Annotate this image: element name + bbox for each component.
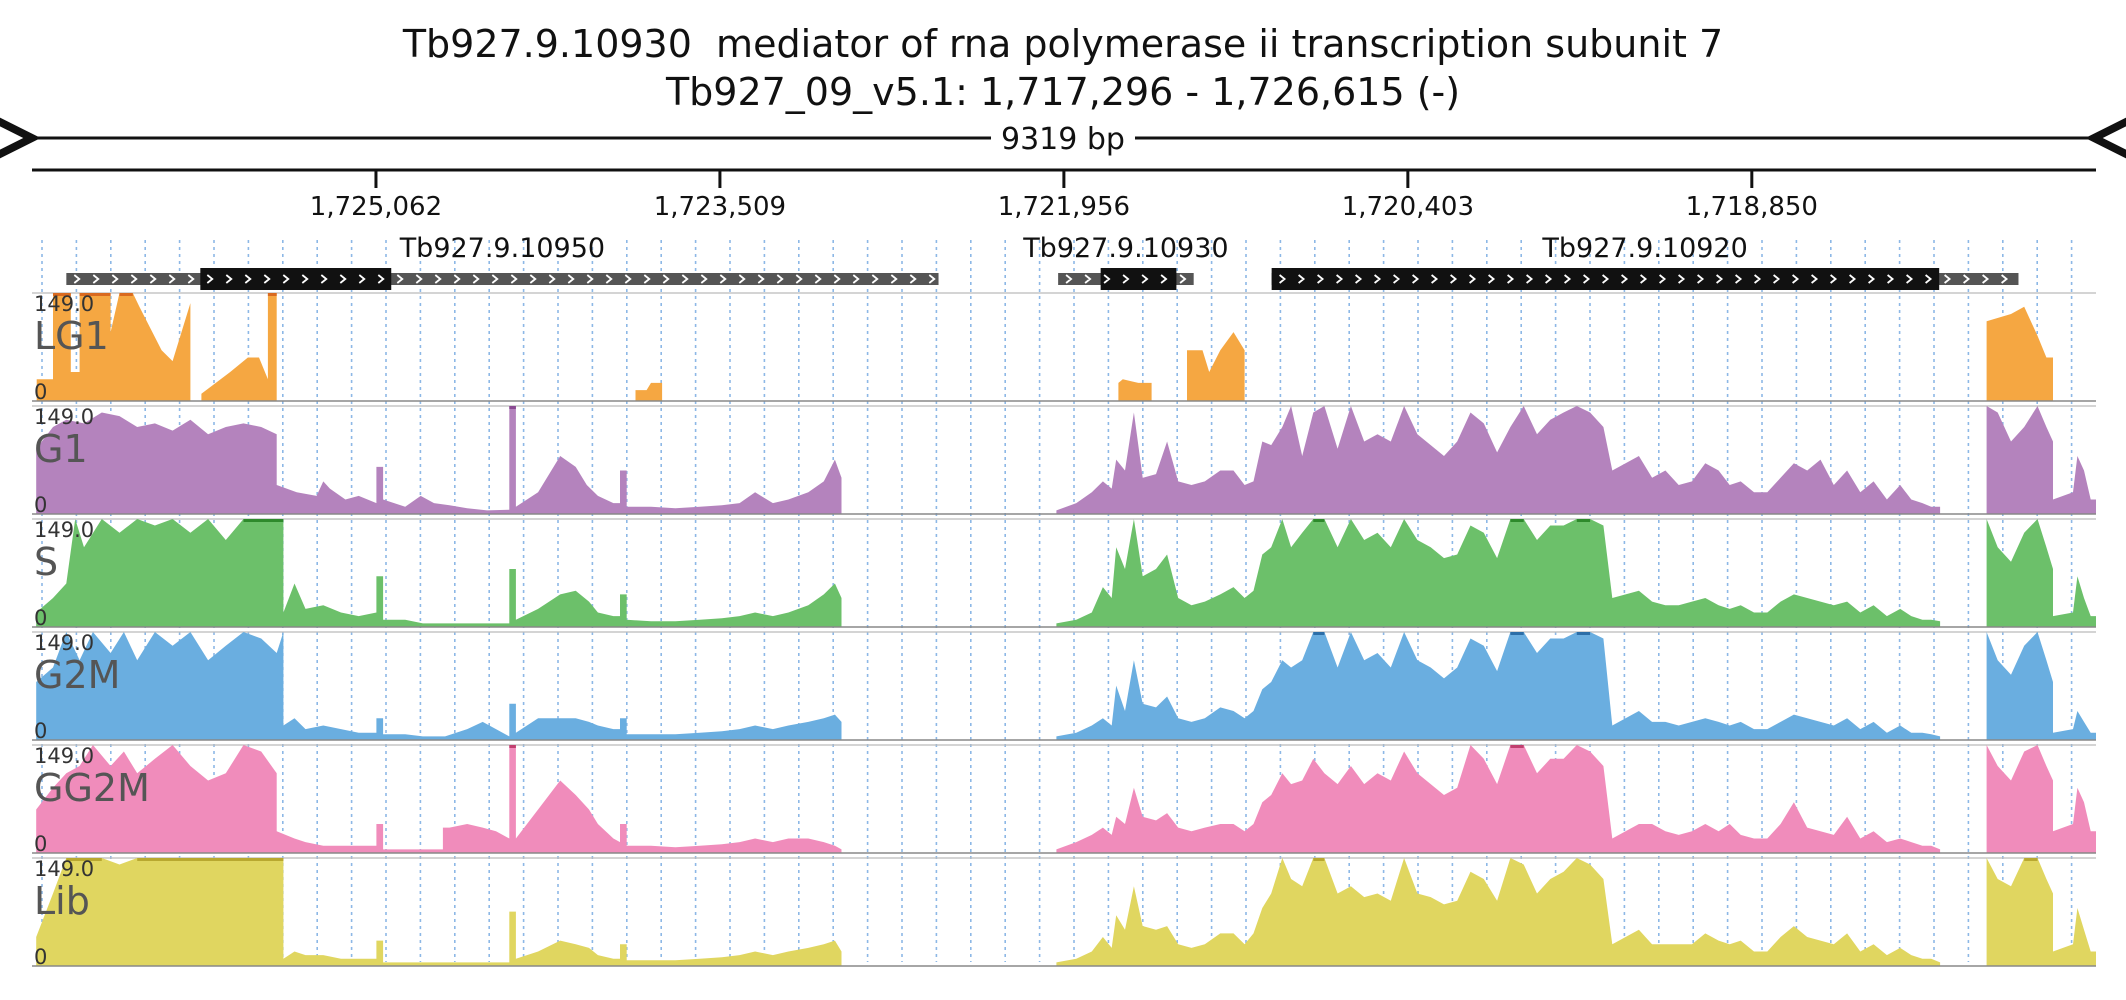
track-g1: 149.0 0 G1	[32, 405, 2096, 517]
gene-Tb927-9-10930: Tb927.9.10930	[1022, 233, 1229, 290]
coverage-area-lib	[32, 858, 2096, 966]
track-ymin-label: 0	[34, 493, 47, 517]
coverage-area-g2m	[32, 632, 2096, 740]
x-axis-ticks: 1,725,062 1,723,509 1,721,956 1,720,403 1,71…	[310, 170, 1818, 222]
gene-label: Tb927.9.10950	[399, 233, 605, 264]
gene-Tb927-9-10950: Tb927.9.10950	[66, 233, 939, 290]
track-name-label: G2M	[34, 653, 120, 697]
track-ymax-label: 149.0	[34, 292, 94, 316]
x-tick-label: 1,723,509	[654, 192, 786, 222]
track-ymin-label: 0	[34, 719, 47, 743]
strand-chevrons	[1279, 274, 2009, 284]
track-ymax-label: 149.0	[34, 405, 94, 429]
coverage-tracks: 149.00LG1149.00G1149.00S149.00G2M149.00G…	[32, 292, 2096, 969]
track-lg1: 149.0 0 LG1	[32, 292, 2096, 404]
track-name-label: GG2M	[34, 766, 150, 810]
track-name-label: G1	[34, 427, 88, 471]
coverage-area-s	[32, 519, 2096, 627]
gene-utr-bar	[66, 273, 939, 285]
chart-title: Tb927.9.10930 mediator of rna polymerase…	[402, 22, 1724, 66]
strand-chevrons	[73, 274, 936, 284]
coverage-area-lg1	[32, 293, 2096, 401]
gene-label: Tb927.9.10920	[1541, 233, 1747, 264]
track-s: 149.0 0 S	[32, 518, 2096, 630]
track-ymin-label: 0	[34, 945, 47, 969]
track-ymax-label: 149.0	[34, 857, 94, 881]
span-label: 9319 bp	[1001, 122, 1125, 157]
span-label-bg	[991, 120, 1135, 156]
track-name-label: LG1	[34, 314, 109, 358]
coverage-area-gg2m	[32, 745, 2096, 853]
gene-label: Tb927.9.10930	[1022, 233, 1228, 264]
strand-chevrons	[1065, 274, 1187, 284]
gene-Tb927-9-10920: Tb927.9.10920	[1271, 233, 2019, 290]
track-g2m: 149.0 0 G2M	[32, 631, 2096, 743]
track-gg2m: 149.0 0 GG2M	[32, 744, 2096, 856]
x-tick-label: 1,725,062	[310, 192, 442, 222]
span-indicator: 9319 bp	[32, 120, 2094, 157]
track-ymin-label: 0	[34, 606, 47, 630]
track-name-label: S	[34, 540, 58, 584]
track-ymax-label: 149.0	[34, 744, 94, 768]
track-lib: 149.0 0 Lib	[32, 857, 2096, 969]
gene-cds-bar	[1271, 268, 1940, 290]
track-ymax-label: 149.0	[34, 518, 94, 542]
gene-cds-bar	[200, 268, 392, 290]
x-tick-label: 1,720,403	[1342, 192, 1474, 222]
chart-subtitle: Tb927_09_v5.1: 1,717,296 - 1,726,615 (-)	[665, 70, 1461, 114]
gene-cds-bar	[1100, 268, 1177, 290]
x-tick-label: 1,721,956	[998, 192, 1130, 222]
track-name-label: Lib	[34, 879, 90, 923]
gene-track: Tb927.9.10950 Tb927.9.10930 Tb927.9.10920	[66, 233, 2019, 290]
x-tick-label: 1,718,850	[1686, 192, 1818, 222]
coverage-area-g1	[32, 406, 2096, 514]
track-ymin-label: 0	[34, 832, 47, 856]
track-ymin-label: 0	[34, 380, 47, 404]
track-ymax-label: 149.0	[34, 631, 94, 655]
